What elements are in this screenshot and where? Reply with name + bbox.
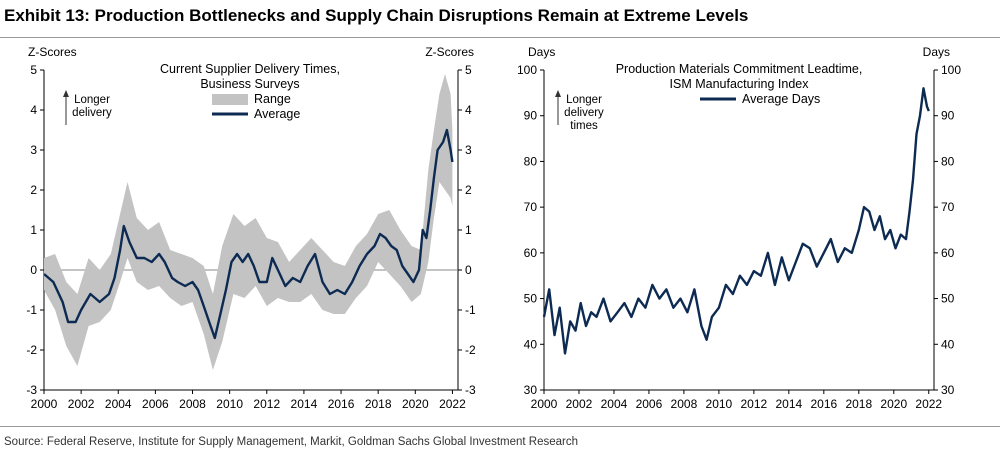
x-tick-label: 2004 [105, 397, 132, 411]
y-tick-label-right: 60 [941, 246, 955, 260]
annotation-text: Longer [74, 94, 110, 106]
arrow-up-icon [63, 90, 69, 97]
y-tick-label-right: -2 [465, 343, 476, 357]
y-tick-label-left: 5 [30, 63, 37, 77]
supplier-delivery-chart: -3 -3 -2 -2 -1 -1 0 0 1 1 2 2 3 3 4 4 5 5 2000 2002 2004 2006… [26, 45, 476, 411]
chart-title-line: Production Materials Commitment Leadtime… [616, 62, 863, 76]
annotation-text: times [570, 120, 598, 132]
y-tick-label-right: -3 [465, 383, 476, 397]
y-tick-label-left: 90 [524, 109, 538, 123]
annotation-text: Longer [566, 94, 602, 106]
y-tick-label-left: 30 [524, 383, 538, 397]
legend-label: Average [254, 107, 300, 121]
average-line [43, 128, 454, 340]
y-tick-label-left: -2 [26, 343, 37, 357]
y-axis-title-right: Days [923, 45, 950, 59]
x-tick-label: 2006 [636, 397, 663, 411]
legend-label: Average Days [742, 92, 820, 106]
range-band [44, 74, 453, 370]
x-tick-label: 2012 [741, 397, 768, 411]
y-tick-label-right: 90 [941, 109, 955, 123]
x-tick-label: 2020 [880, 397, 907, 411]
legend-swatch-range [212, 94, 248, 105]
x-tick-label: 2004 [601, 397, 628, 411]
y-tick-label-right: 30 [941, 383, 955, 397]
y-tick-label-left: 60 [524, 246, 538, 260]
annotation-text: delivery [564, 107, 604, 119]
y-tick-label-left: 2 [30, 183, 37, 197]
y-tick-label-right: 5 [465, 63, 472, 77]
y-tick-label-left: 100 [517, 63, 537, 77]
x-tick-label: 2016 [810, 397, 837, 411]
x-tick-label: 2012 [253, 397, 280, 411]
x-tick-label: 2002 [68, 397, 95, 411]
y-tick-label-left: -3 [26, 383, 37, 397]
arrow-up-icon [555, 90, 561, 97]
legend-label: Range [254, 92, 291, 106]
source-divider [0, 426, 1000, 427]
x-tick-label: 2000 [531, 397, 558, 411]
y-tick-label-right: 2 [465, 183, 472, 197]
x-tick-label: 2010 [216, 397, 243, 411]
y-tick-label-left: 70 [524, 200, 538, 214]
x-tick-label: 2008 [671, 397, 698, 411]
x-tick-label: 2008 [179, 397, 206, 411]
y-tick-label-left: 3 [30, 143, 37, 157]
y-axis-title-left: Z-Scores [28, 45, 77, 59]
y-tick-label-right: 3 [465, 143, 472, 157]
y-tick-label-right: 50 [941, 292, 955, 306]
average-line [542, 87, 930, 355]
x-tick-label: 2006 [142, 397, 169, 411]
chart-title-line: Current Supplier Delivery Times, [160, 62, 340, 76]
y-tick-label-left: 40 [524, 337, 538, 351]
y-tick-label-left: 0 [30, 263, 37, 277]
exhibit-title: Exhibit 13: Production Bottlenecks and S… [4, 6, 749, 25]
x-tick-label: 2002 [566, 397, 593, 411]
y-tick-label-right: 1 [465, 223, 472, 237]
x-tick-label: 2010 [706, 397, 733, 411]
title-divider [0, 37, 1000, 38]
x-tick-label: 2014 [291, 397, 318, 411]
y-tick-label-right: 0 [465, 263, 472, 277]
y-tick-label-right: 100 [941, 63, 961, 77]
y-tick-label-right: 80 [941, 154, 955, 168]
y-axis-title-right: Z-Scores [425, 45, 474, 59]
source-note: Source: Federal Reserve, Institute for S… [4, 436, 578, 448]
y-tick-label-left: 50 [524, 292, 538, 306]
leadtime-chart: 30 30 40 40 50 50 60 60 70 70 80 80 90 90 100 100 2000 20… [517, 45, 961, 411]
x-tick-label: 2022 [439, 397, 466, 411]
y-tick-label-right: 70 [941, 200, 955, 214]
x-tick-label: 2016 [328, 397, 355, 411]
x-tick-label: 2022 [915, 397, 942, 411]
y-tick-label-right: 40 [941, 337, 955, 351]
y-tick-label-right: 4 [465, 103, 472, 117]
y-axis-title-left: Days [528, 45, 555, 59]
x-tick-label: 2014 [775, 397, 802, 411]
y-tick-label-left: -1 [26, 303, 37, 317]
y-tick-label-left: 4 [30, 103, 37, 117]
chart-title-line: Business Surveys [200, 77, 299, 91]
y-tick-label-left: 80 [524, 154, 538, 168]
x-tick-label: 2018 [365, 397, 392, 411]
x-tick-label: 2020 [402, 397, 429, 411]
y-tick-label-left: 1 [30, 223, 37, 237]
x-tick-label: 2000 [31, 397, 58, 411]
y-tick-label-right: -1 [465, 303, 476, 317]
annotation-text: delivery [72, 107, 112, 119]
chart-title-line: ISM Manufacturing Index [670, 77, 810, 91]
x-tick-label: 2018 [845, 397, 872, 411]
